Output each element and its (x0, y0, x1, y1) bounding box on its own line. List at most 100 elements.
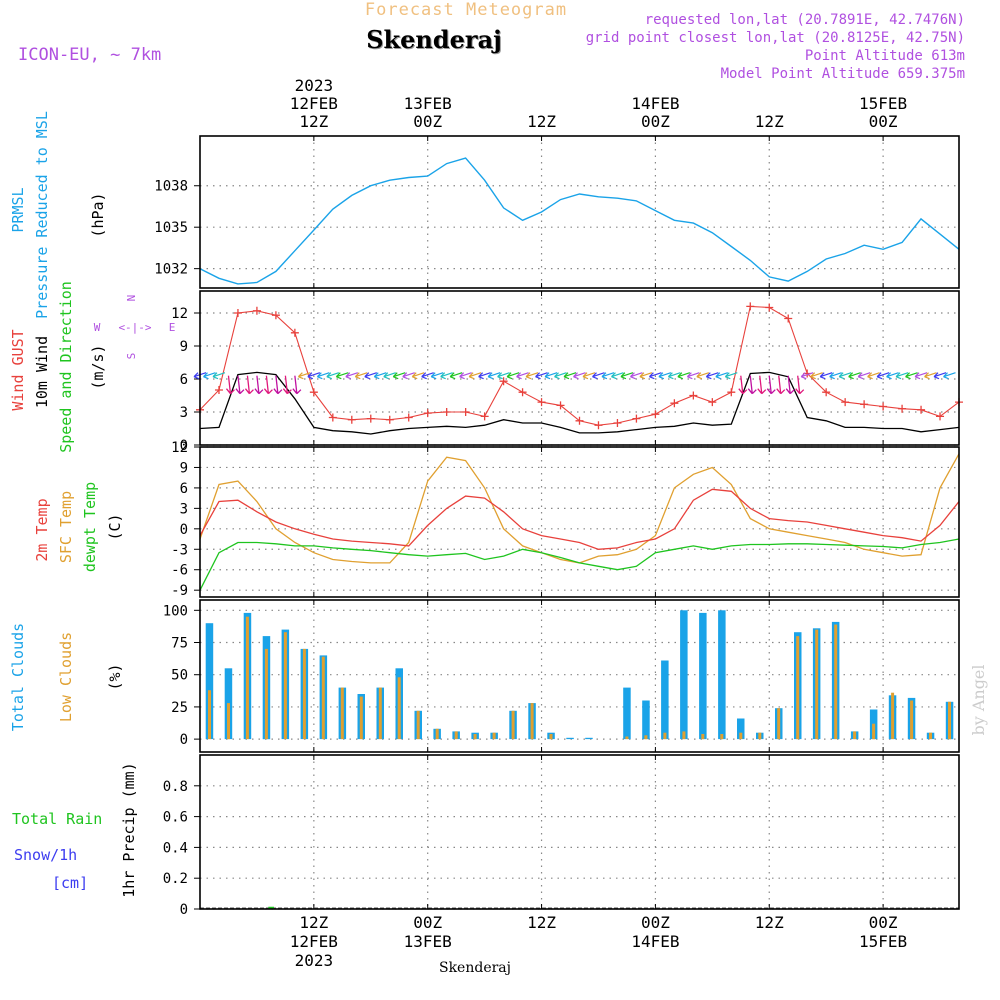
wind-direction-arrow (307, 372, 321, 380)
wind-direction-arrow (535, 372, 548, 380)
gust-marker (404, 413, 413, 422)
low-cloud-bar (701, 734, 705, 740)
low-cloud-bar (739, 732, 743, 740)
gust-marker (936, 412, 945, 421)
wind-direction-arrow (273, 375, 283, 395)
wind-direction-arrow (225, 375, 235, 395)
y-tick-label: 0 (180, 732, 188, 748)
wind-direction-arrow (354, 372, 368, 380)
wind-direction-arrow (373, 372, 387, 380)
panel-frame (199, 599, 960, 753)
precip-panel: 0 0.2 0.4 0.6 0.8 (163, 754, 960, 918)
low-cloud-bar (302, 648, 306, 740)
wind-direction-arrow (544, 372, 558, 380)
total-cloud-bar (623, 687, 631, 740)
gust-marker (214, 386, 223, 394)
gust-marker (233, 309, 242, 317)
gust-marker (860, 400, 869, 409)
low-cloud-bar (777, 708, 781, 740)
wind-direction-arrow (715, 372, 729, 380)
wind-direction-arrow (326, 372, 340, 380)
y-tick-label: 6 (180, 481, 188, 497)
low-cloud-bar (796, 636, 800, 740)
gust-marker (727, 388, 736, 397)
panel-frame (199, 290, 960, 446)
low-cloud-bar (208, 690, 211, 740)
top-date-label: 12FEB (290, 94, 338, 113)
wind-direction-arrow (449, 372, 463, 380)
low-cloud-bar (644, 735, 648, 740)
gust-marker (271, 311, 280, 320)
wind-direction-arrow (829, 372, 842, 380)
wind-direction-arrow (573, 372, 586, 380)
bottom-hour-label: 12Z (299, 913, 328, 932)
wind-direction-arrow (857, 372, 871, 380)
wind-direction-arrow (705, 372, 719, 380)
label-precip: 1hr Precip (mm) (120, 762, 138, 897)
wind-direction-arrow (292, 375, 302, 395)
wind-direction-arrow (639, 372, 653, 380)
wind-direction-arrow (383, 372, 396, 380)
wind-direction-arrow (766, 375, 776, 395)
label-cloud-unit: (%) (106, 663, 124, 690)
gust-marker (708, 398, 717, 407)
top-date-label: 14FEB (631, 94, 679, 113)
compass-e: E (169, 321, 176, 334)
total-cloud-bar (680, 610, 688, 740)
low-cloud-bar (283, 632, 287, 740)
y-tick-label: 12 (171, 440, 188, 456)
low-cloud-bar (549, 734, 553, 740)
wind-direction-arrow (411, 372, 425, 380)
y-tick-label: -3 (171, 542, 188, 558)
bottom-hour-label: 00Z (413, 913, 442, 932)
wind-direction-arrow (667, 372, 681, 380)
gust-marker (480, 412, 489, 421)
top-hour-label: 00Z (641, 112, 670, 131)
total-cloud-bar (585, 737, 593, 740)
wind-direction-arrow (776, 375, 786, 395)
point-altitude: Point Altitude 613m (805, 48, 965, 64)
low-cloud-bar (530, 703, 534, 740)
gust-marker (575, 416, 584, 425)
panel-frame (199, 754, 960, 910)
model-altitude: Model Point Altitude 659.375m (721, 66, 965, 82)
bottom-hour-label: 00Z (869, 913, 898, 932)
model-label: ICON-EU, ~ 7km (18, 45, 161, 65)
wind-direction-arrow (516, 372, 529, 380)
bottom-date-label: 14FEB (631, 932, 679, 951)
bottom-year-label: 2023 (295, 951, 334, 970)
wind-direction-arrow (430, 372, 444, 380)
low-cloud-bar (663, 732, 667, 740)
y-tick-label: -9 (171, 583, 188, 599)
low-cloud-bar (910, 700, 914, 740)
wind-direction-arrow (914, 372, 928, 380)
wind-direction-arrow (203, 372, 216, 380)
wind-direction-arrow (724, 372, 738, 380)
compass-we-arrow: <-|-> (118, 321, 151, 334)
wind-panel: 0 3 6 9 12 (171, 290, 963, 454)
total-cloud-bar (566, 737, 574, 740)
label-snow-unit: [cm] (52, 874, 88, 892)
gust-marker (328, 413, 337, 422)
wind-direction-arrow (335, 372, 349, 380)
top-hour-label: 12Z (299, 112, 328, 131)
label-total-rain: Total Rain (12, 810, 102, 828)
wind-direction-arrow (316, 372, 330, 380)
low-cloud-bar (853, 731, 857, 740)
gust-marker (290, 328, 299, 337)
wind-direction-arrow (819, 372, 833, 380)
gust-marker (461, 408, 470, 416)
total-cloud-bar (718, 610, 726, 740)
station-title: Skenderaj (366, 25, 502, 54)
y-tick-label: 25 (171, 700, 188, 716)
label-prmsl-long: Pressure Reduced to MSL (33, 111, 51, 319)
gust-marker (822, 388, 831, 397)
low-cloud-bar (359, 696, 363, 740)
wind-direction-arrow (867, 372, 880, 380)
top-date-label: 15FEB (859, 94, 907, 113)
compass-rose: N S W E <-|-> (94, 295, 176, 360)
gust-marker (347, 415, 356, 424)
low-cloud-bar (758, 732, 762, 740)
low-cloud-bar (245, 616, 249, 740)
